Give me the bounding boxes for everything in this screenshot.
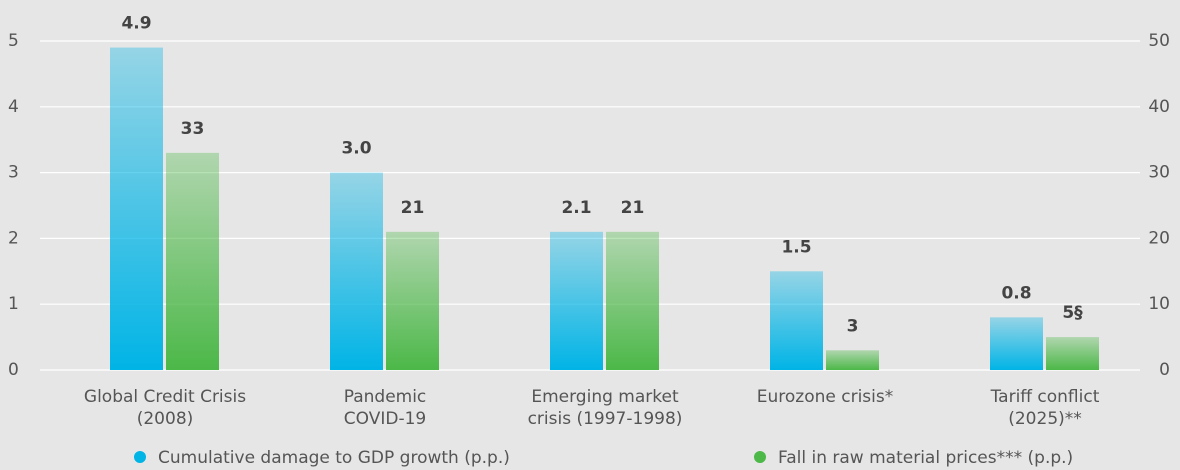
legend-label: Cumulative damage to GDP growth (p.p.) bbox=[158, 448, 510, 468]
bar bbox=[606, 231, 659, 370]
value-label: 3 bbox=[847, 316, 859, 336]
y-tick-label: 4 bbox=[8, 97, 19, 117]
y-tick-label: 3 bbox=[8, 163, 19, 183]
value-label: 21 bbox=[401, 198, 425, 218]
value-label: 4.9 bbox=[121, 14, 151, 34]
value-label: 33 bbox=[181, 119, 205, 139]
value-label: 1.5 bbox=[781, 237, 811, 257]
y2-tick-label: 50 bbox=[1148, 31, 1170, 51]
y-tick-label: 1 bbox=[8, 294, 19, 314]
x-tick-label: Tariff conflict (2025)** bbox=[990, 387, 1100, 429]
x-tick-label: Eurozone crisis* bbox=[757, 387, 894, 407]
y2-tick-label: 30 bbox=[1148, 163, 1170, 183]
value-label: 2.1 bbox=[561, 198, 591, 218]
value-label: 5§ bbox=[1062, 303, 1083, 323]
x-tick-label: Pandemic COVID-19 bbox=[344, 387, 427, 429]
bar bbox=[826, 350, 879, 370]
x-tick-label: Global Credit Crisis (2008) bbox=[84, 387, 246, 429]
y2-tick-label: 10 bbox=[1148, 294, 1170, 314]
y-tick-label: 2 bbox=[8, 228, 19, 248]
x-tick-label: Emerging market crisis (1997-1998) bbox=[528, 387, 683, 429]
value-label: 0.8 bbox=[1001, 283, 1031, 303]
y2-tick-label: 40 bbox=[1148, 97, 1170, 117]
legend-marker bbox=[134, 451, 146, 463]
bar bbox=[166, 152, 219, 370]
bar bbox=[550, 231, 603, 370]
y2-tick-label: 0 bbox=[1159, 360, 1170, 380]
bar bbox=[110, 47, 163, 371]
y-tick-label: 0 bbox=[8, 360, 19, 380]
value-label: 21 bbox=[621, 198, 645, 218]
bar bbox=[990, 317, 1043, 370]
bar bbox=[770, 271, 823, 370]
y2-tick-label: 20 bbox=[1148, 228, 1170, 248]
bar bbox=[386, 231, 439, 370]
legend-marker bbox=[754, 451, 766, 463]
bar bbox=[1046, 337, 1099, 370]
value-label: 3.0 bbox=[341, 139, 371, 159]
legend-label: Fall in raw material prices*** (p.p.) bbox=[778, 448, 1073, 468]
bar bbox=[330, 172, 383, 370]
y-tick-label: 5 bbox=[8, 31, 19, 51]
